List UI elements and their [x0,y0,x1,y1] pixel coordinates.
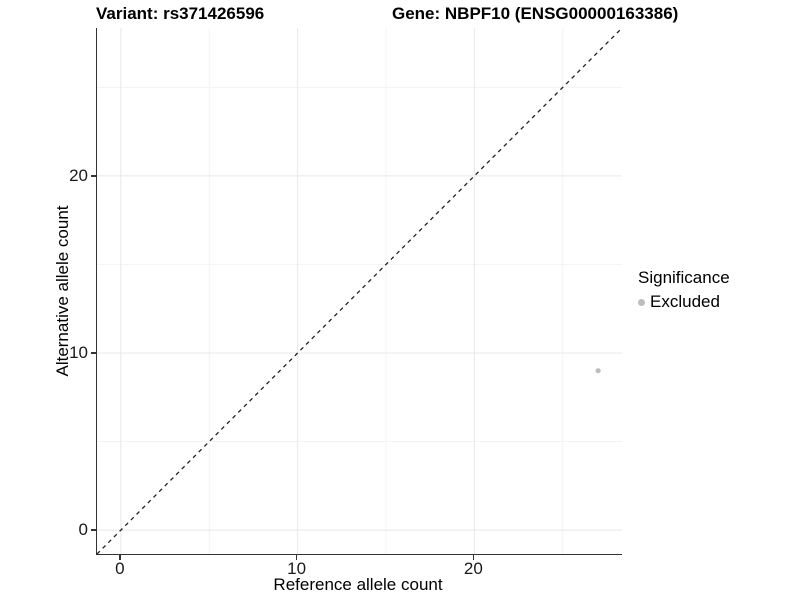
y-tick-label: 20 [69,165,88,185]
plot-canvas [96,27,623,555]
y-tick-label: 10 [69,342,88,362]
y-tick-mark [91,175,96,177]
x-tick-label: 10 [287,559,307,578]
plot-title-variant: Variant: rs371426596 [96,4,265,23]
legend-item-label: Excluded [650,292,720,311]
x-tick-mark [119,555,121,560]
legend-title: Significance [638,268,730,287]
legend-item-excluded: Excluded [638,292,730,312]
legend-point-icon [638,298,645,306]
x-tick-mark [472,555,475,560]
x-tick-label: 0 [115,559,125,578]
y-tick-mark [91,352,96,354]
y-tick-label: 0 [78,520,88,540]
x-tick-label: 20 [463,559,483,578]
identity-line [96,27,623,555]
legend: Significance Excluded [638,268,730,312]
y-tick-mark [91,529,96,531]
x-tick-mark [295,555,298,560]
plot-panel [96,27,623,555]
plot-title-gene: Gene: NBPF10 (ENSG00000163386) [392,4,679,23]
x-axis-title: Reference allele count [273,575,443,594]
data-point [595,368,601,374]
